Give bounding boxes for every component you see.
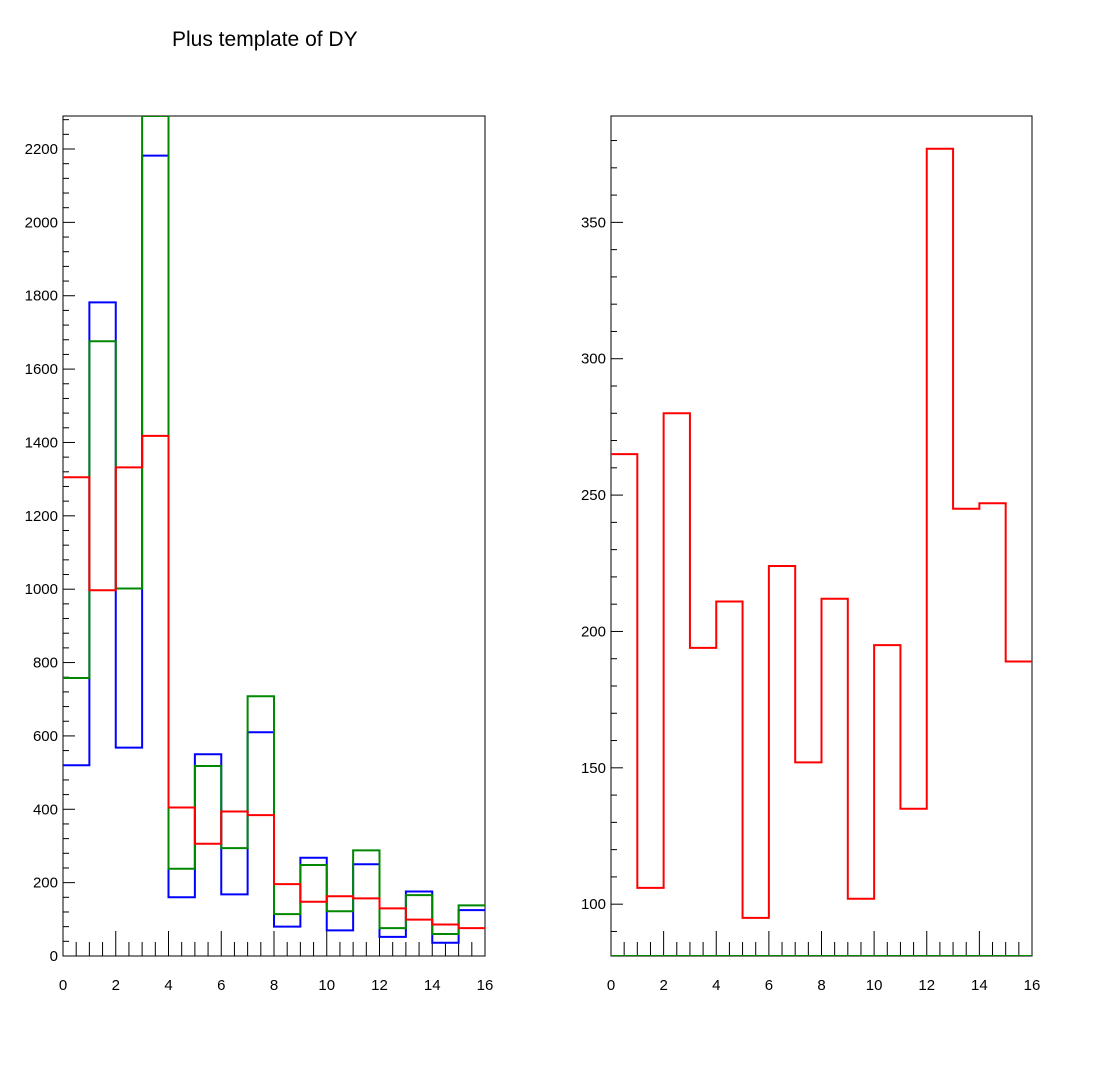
x-tick-label: 12 — [918, 977, 935, 994]
left-panel: 0 200 400 600 800 1000 1200 1400 1600 1800 2000 220… — [25, 115, 494, 994]
left-series-2-line — [63, 434, 485, 930]
y-tick-label: 150 — [581, 760, 606, 777]
x-tick-label: 16 — [477, 977, 494, 994]
y-tick-label: 800 — [33, 655, 58, 672]
y-tick-label: 250 — [581, 487, 606, 504]
y-tick-label: 350 — [581, 214, 606, 231]
right-series-0-line — [611, 147, 1032, 919]
x-tick-label: 4 — [712, 977, 720, 994]
y-tick-label: 2000 — [25, 214, 58, 231]
y-tick-label: 1800 — [25, 288, 58, 305]
x-tick-label: 10 — [318, 977, 335, 994]
x-tick-label: 8 — [817, 977, 825, 994]
chart-title: Plus template of DY — [172, 28, 358, 51]
y-tick-label: 1200 — [25, 508, 58, 525]
y-tick-label: 1600 — [25, 361, 58, 378]
x-tick-label: 14 — [424, 977, 441, 994]
x-tick-label: 14 — [971, 977, 988, 994]
right-plot-frame — [610, 115, 1033, 957]
x-tick-label: 6 — [217, 977, 225, 994]
y-tick-label: 1400 — [25, 434, 58, 451]
y-tick-label: 600 — [33, 728, 58, 745]
x-tick-label: 16 — [1024, 977, 1041, 994]
x-tick-label: 4 — [164, 977, 172, 994]
y-tick-label: 400 — [33, 801, 58, 818]
right-panel: 100 150 200 250 300 350 0 2 4 6 8 10 12 14 16 — [581, 115, 1041, 994]
y-tick-label: 2200 — [25, 141, 58, 158]
x-tick-label: 2 — [659, 977, 667, 994]
y-tick-label: 0 — [50, 948, 58, 965]
y-tick-label: 300 — [581, 351, 606, 368]
y-tick-label: 200 — [581, 623, 606, 640]
x-tick-label: 2 — [112, 977, 120, 994]
y-tick-label: 100 — [581, 896, 606, 913]
x-tick-label: 0 — [59, 977, 67, 994]
y-tick-label: 200 — [33, 875, 58, 892]
x-tick-label: 0 — [607, 977, 615, 994]
x-tick-label: 10 — [866, 977, 883, 994]
x-tick-label: 12 — [371, 977, 388, 994]
x-tick-label: 8 — [270, 977, 278, 994]
x-tick-label: 6 — [765, 977, 773, 994]
y-tick-label: 1000 — [25, 581, 58, 598]
left-series-1-line — [63, 116, 485, 935]
